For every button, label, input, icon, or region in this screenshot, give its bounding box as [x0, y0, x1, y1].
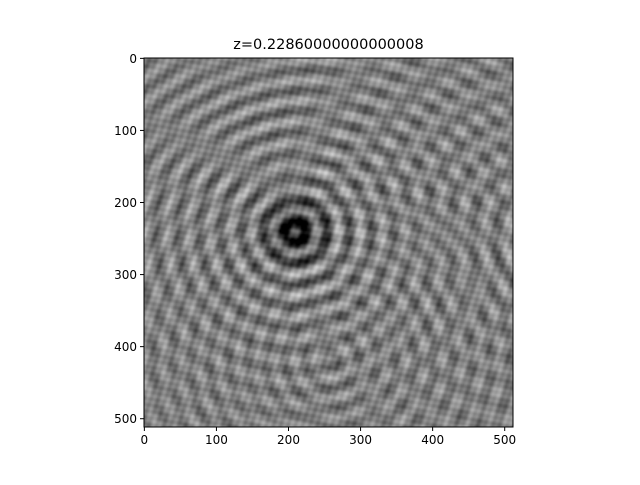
x-tick-label-200: 200 — [277, 433, 300, 447]
plot-frame — [143, 57, 514, 428]
y-tick-label-100: 100 — [114, 124, 137, 138]
y-tick-label-500: 500 — [114, 412, 137, 426]
y-axis: 0 100 200 300 400 500 — [114, 52, 144, 426]
x-tick-label-100: 100 — [205, 433, 228, 447]
y-tick-label-400: 400 — [114, 340, 137, 354]
chart-title: z=0.22860000000000008 — [233, 37, 423, 53]
y-tick-label-0: 0 — [129, 52, 137, 66]
x-axis: 0 100 200 300 400 500 — [141, 427, 516, 447]
x-tick-label-400: 400 — [421, 433, 444, 447]
x-tick-label-500: 500 — [493, 433, 516, 447]
heatmap-image — [144, 58, 513, 427]
x-tick-label-300: 300 — [349, 433, 372, 447]
x-tick-label-0: 0 — [141, 433, 149, 447]
y-tick-label-200: 200 — [114, 196, 137, 210]
y-tick-label-300: 300 — [114, 268, 137, 282]
plot-area — [143, 57, 514, 428]
